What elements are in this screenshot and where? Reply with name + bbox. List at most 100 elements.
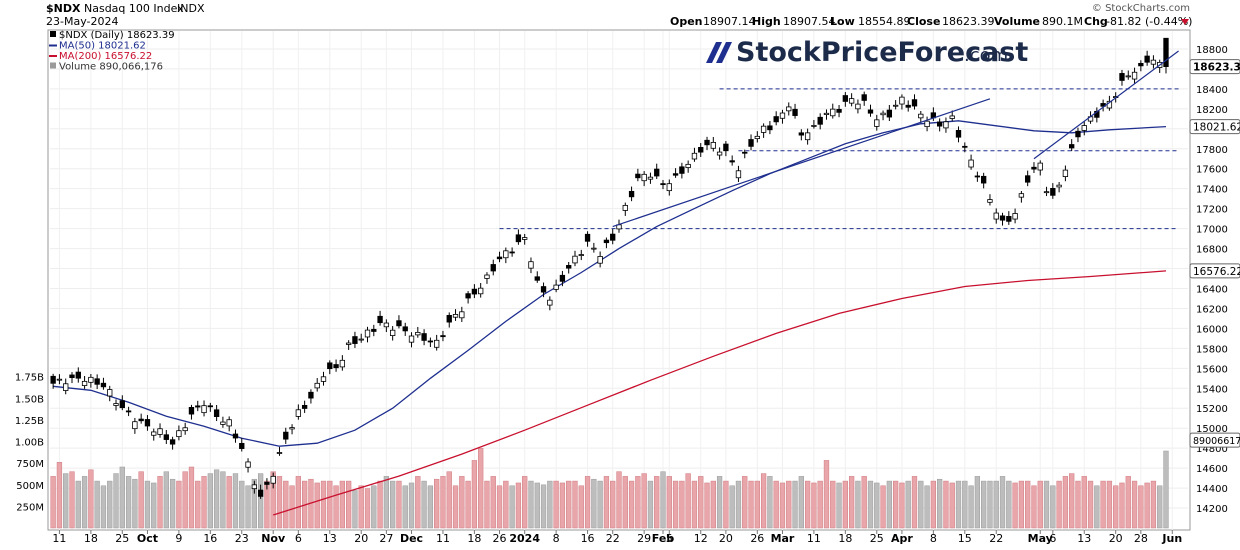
time-tick-label: 29 (637, 532, 651, 545)
candle-body (540, 286, 547, 293)
volume-bar (566, 480, 572, 529)
volume-bar (50, 476, 56, 529)
candle-body (239, 442, 245, 449)
price-badge-label: 890066176 (1193, 436, 1240, 447)
candle-body (635, 173, 641, 179)
volume-bar (1125, 476, 1131, 529)
volume-bar (239, 480, 245, 529)
price-badges: 18623.39 18021.62 16576.22 890066176 (1189, 59, 1240, 448)
time-tick-label: 22 (989, 532, 1003, 545)
candle-body (760, 125, 767, 133)
volume-bar (100, 485, 107, 529)
volume-bar (163, 471, 169, 529)
time-tick-label: 13 (323, 532, 337, 545)
volume-bar (647, 480, 654, 529)
volume-bar (635, 476, 641, 529)
candle-body (276, 452, 283, 454)
volume-bar (1131, 480, 1138, 529)
time-tick-label: 18 (467, 532, 481, 545)
time-tick-label: 6 (295, 532, 302, 545)
candle-body (352, 336, 358, 344)
candle-body (660, 183, 666, 186)
candle-body (515, 234, 522, 243)
price-tick-label: 17000 (1196, 225, 1228, 236)
volume-bar (867, 480, 874, 529)
time-tick-label: Apr (891, 532, 913, 545)
volume-tick-label: 1.00B (15, 438, 44, 449)
volume-bar (465, 480, 471, 529)
candle-body (654, 168, 660, 177)
legend-entry: MA(50) 18021.62 (59, 41, 146, 52)
volume-bar (434, 478, 440, 529)
candle-body (1075, 130, 1081, 138)
volume-bar (1081, 476, 1087, 529)
volume-bar (69, 471, 75, 529)
candle-body (327, 362, 333, 370)
volume-bar (1094, 485, 1100, 529)
volume-bar (352, 490, 358, 529)
volume-bar (584, 476, 591, 529)
volume-bar (371, 485, 377, 529)
candle-body (50, 375, 56, 384)
volume-bar (1150, 480, 1157, 529)
legend-entry: MA(200) 16576.22 (59, 51, 152, 62)
price-tick-label: 16800 (1196, 245, 1228, 256)
candle-body (679, 166, 685, 174)
volume-bar (779, 482, 786, 529)
volume-bar (1050, 485, 1056, 529)
time-tick-label: Mar (771, 532, 795, 545)
candle-body (1006, 216, 1012, 222)
time-tick-label: 11 (436, 532, 450, 545)
candle-body (861, 94, 867, 101)
candle-body (924, 120, 930, 128)
symbol: $NDX (46, 2, 81, 15)
candle-body (1031, 166, 1037, 170)
candle-body (471, 288, 478, 295)
volume-bar (251, 478, 257, 529)
candle-body (251, 484, 258, 490)
volume-bar (289, 485, 295, 529)
volume-bar (710, 480, 716, 529)
time-tick-label: 12 (694, 532, 708, 545)
candle-body (295, 409, 302, 417)
candle-body (195, 405, 201, 408)
candle-body (842, 95, 849, 102)
volume-bar (1006, 480, 1012, 529)
time-tick-label: 22 (606, 532, 620, 545)
volume-bar (924, 485, 930, 529)
volume-bar (723, 480, 729, 529)
volume-bar (748, 480, 754, 529)
candle-body (484, 274, 490, 279)
volume-bar (654, 476, 660, 529)
volume-bar (943, 480, 949, 529)
volume-bar (553, 480, 559, 529)
candle-body (81, 380, 88, 386)
logo-text: StockPriceForecast (736, 37, 1028, 68)
legend-entry: Volume 890,066,176 (59, 62, 163, 73)
volume-bar (993, 480, 999, 529)
candle-body (1081, 125, 1087, 131)
candle-body (1125, 75, 1131, 78)
candle-body (176, 430, 182, 438)
volume-bar (125, 476, 132, 529)
volume-bar (773, 480, 779, 529)
candle-body (245, 461, 251, 468)
candle-body (572, 255, 578, 264)
price-tick-label: 16400 (1196, 284, 1228, 295)
volume-bar (786, 480, 792, 529)
volume-bar (201, 476, 207, 529)
candle-body (779, 112, 786, 119)
volume-bar (94, 480, 100, 529)
volume-bar (547, 480, 553, 529)
volume-bar (1163, 450, 1169, 529)
plot-frame (47, 29, 1191, 531)
volume-bar (798, 476, 804, 529)
volume-bar (440, 476, 446, 529)
candle-body (874, 119, 880, 127)
candle-body (119, 400, 125, 409)
volume-bar (660, 471, 666, 529)
price-tick-label: 15400 (1196, 384, 1228, 395)
candle-body (528, 261, 534, 269)
volume-bar (471, 460, 478, 529)
volume-bar (1113, 485, 1119, 529)
